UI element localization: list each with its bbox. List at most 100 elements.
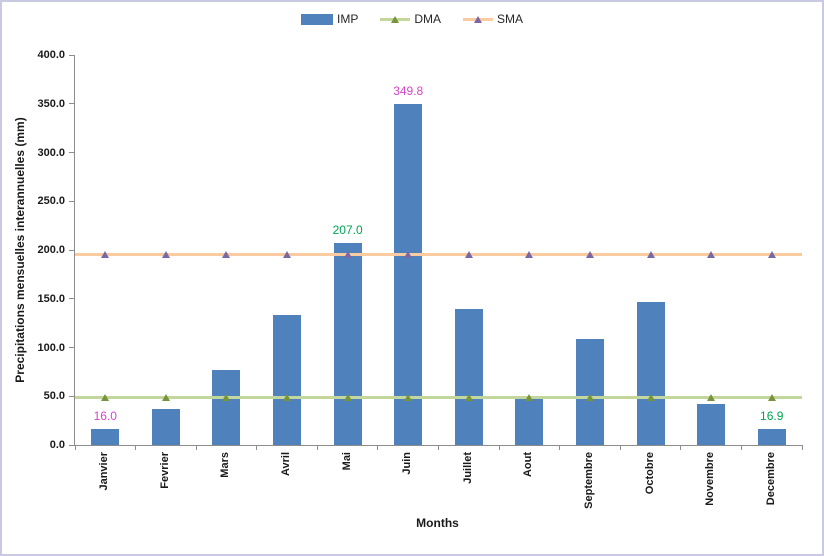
y-axis-tickmark (69, 54, 75, 56)
y-axis-tickmark (69, 347, 75, 348)
legend-label-sma: SMA (497, 12, 524, 26)
y-axis-tickmark (69, 298, 75, 300)
bar-aout (515, 399, 544, 445)
bar-octobre (636, 301, 665, 445)
bar-mai (333, 243, 362, 445)
y-axis-tick-label: 50.0 (43, 390, 65, 403)
point-label-juin: 349.8 (393, 83, 424, 98)
x-axis-category-label: Juin (401, 452, 414, 475)
marker-dma-janvier (101, 393, 110, 401)
y-axis-tick-label: 350.0 (37, 97, 65, 110)
x-axis-tickmark (801, 445, 803, 450)
x-axis-tickmark (256, 445, 258, 450)
legend-swatch-sma (463, 14, 493, 25)
bar-novembre (697, 404, 726, 445)
x-axis-category-label: Decembre (764, 452, 777, 506)
x-axis-tickmark (680, 445, 682, 450)
legend-label-dma: DMA (414, 12, 441, 26)
point-label-mai: 207.0 (332, 223, 363, 238)
bar-decembre (757, 428, 786, 445)
bar-septembre (575, 338, 604, 445)
y-axis-tick-label: 150.0 (37, 292, 65, 305)
legend-swatch-dma (380, 14, 411, 25)
x-axis-tickmark (559, 445, 561, 450)
legend-label-imp: IMP (336, 12, 359, 26)
y-axis-tick-label: 300.0 (37, 146, 65, 159)
bar-janvier (91, 429, 120, 445)
marker-dma-mai (343, 393, 352, 401)
x-axis-category-label: Fevrier (158, 452, 171, 489)
point-label-decembre: 16.9 (760, 408, 784, 423)
x-axis-tickmark (135, 445, 137, 450)
legend-item-imp: IMP (300, 12, 359, 26)
x-axis-category-label: Juillet (461, 452, 474, 484)
y-axis-tickmark (69, 444, 75, 446)
bar-juillet (454, 309, 483, 445)
marker-dma-novembre (707, 393, 716, 401)
x-axis-tickmark (619, 445, 621, 450)
marker-sma-juillet (464, 250, 473, 258)
marker-sma-juin (404, 250, 413, 258)
x-axis-category-label: Octobre (643, 452, 656, 495)
bar-juin (394, 103, 423, 445)
legend: IMP DMA SMA (2, 12, 822, 26)
x-axis-tickmark (438, 445, 439, 450)
marker-sma-aout (525, 250, 534, 258)
x-axis-tickmark (498, 445, 500, 450)
series-line-dma (75, 396, 802, 400)
marker-sma-decembre (767, 250, 776, 258)
x-axis-category-label: Mai (340, 452, 353, 471)
y-axis-tick-label: 100.0 (37, 341, 65, 354)
x-axis-tickmark (740, 445, 742, 450)
marker-sma-mai (343, 250, 352, 258)
x-axis-title: Months (416, 516, 459, 530)
marker-sma-janvier (101, 250, 110, 258)
y-axis-tick-label: 200.0 (37, 244, 65, 256)
marker-dma-fevrier (161, 393, 170, 401)
marker-dma-juin (404, 393, 413, 401)
marker-dma-septembre (585, 393, 594, 401)
bar-fevrier (151, 408, 180, 445)
x-axis-tickmark (316, 445, 318, 450)
marker-dma-octobre (646, 393, 655, 401)
y-axis-tickmark (69, 395, 75, 397)
x-axis-tickmark (74, 445, 76, 450)
x-axis-tickmark (195, 445, 197, 450)
x-axis-tickmark (377, 445, 379, 450)
x-axis-category-label: Mars (219, 452, 232, 478)
marker-dma-decembre (767, 393, 776, 401)
marker-sma-novembre (707, 250, 716, 258)
marker-sma-septembre (585, 250, 594, 258)
sma-triangle-icon (474, 15, 482, 23)
marker-dma-avril (283, 393, 292, 401)
marker-sma-fevrier (161, 250, 170, 258)
marker-sma-avril (283, 250, 292, 258)
legend-swatch-imp (300, 13, 333, 25)
y-axis-tickmark (69, 200, 75, 202)
dma-triangle-icon (391, 15, 400, 23)
x-axis-category-label: Avril (280, 452, 293, 477)
bar-mars (212, 369, 241, 445)
y-axis-tickmark (69, 152, 75, 153)
marker-dma-juillet (464, 393, 473, 401)
point-label-janvier: 16.0 (93, 409, 117, 424)
marker-dma-mars (222, 393, 231, 401)
bar-avril (273, 315, 302, 445)
legend-item-sma: SMA (463, 12, 523, 26)
marker-sma-octobre (646, 250, 655, 258)
x-axis-category-label: Novembre (704, 452, 717, 506)
y-axis-tickmark (69, 249, 75, 251)
y-axis-tickmark (69, 103, 75, 105)
x-axis-category-label: Aout (522, 452, 535, 478)
marker-sma-mars (222, 250, 231, 258)
x-axis-category-label: Septembre (582, 452, 595, 509)
x-axis-category-label: Janvier (98, 452, 111, 491)
y-axis-tick-label: 250.0 (37, 195, 65, 208)
series-line-sma (75, 253, 802, 257)
marker-dma-aout (525, 393, 534, 401)
plot-area: 0.0 50.0 100.0 150.0 200.0 250.0 300.0 350.0 400… (37, 49, 803, 509)
legend-item-dma: DMA (380, 12, 441, 26)
y-axis-tick-label: 400.0 (37, 49, 65, 61)
y-axis-tick-label: 0.0 (49, 439, 65, 451)
